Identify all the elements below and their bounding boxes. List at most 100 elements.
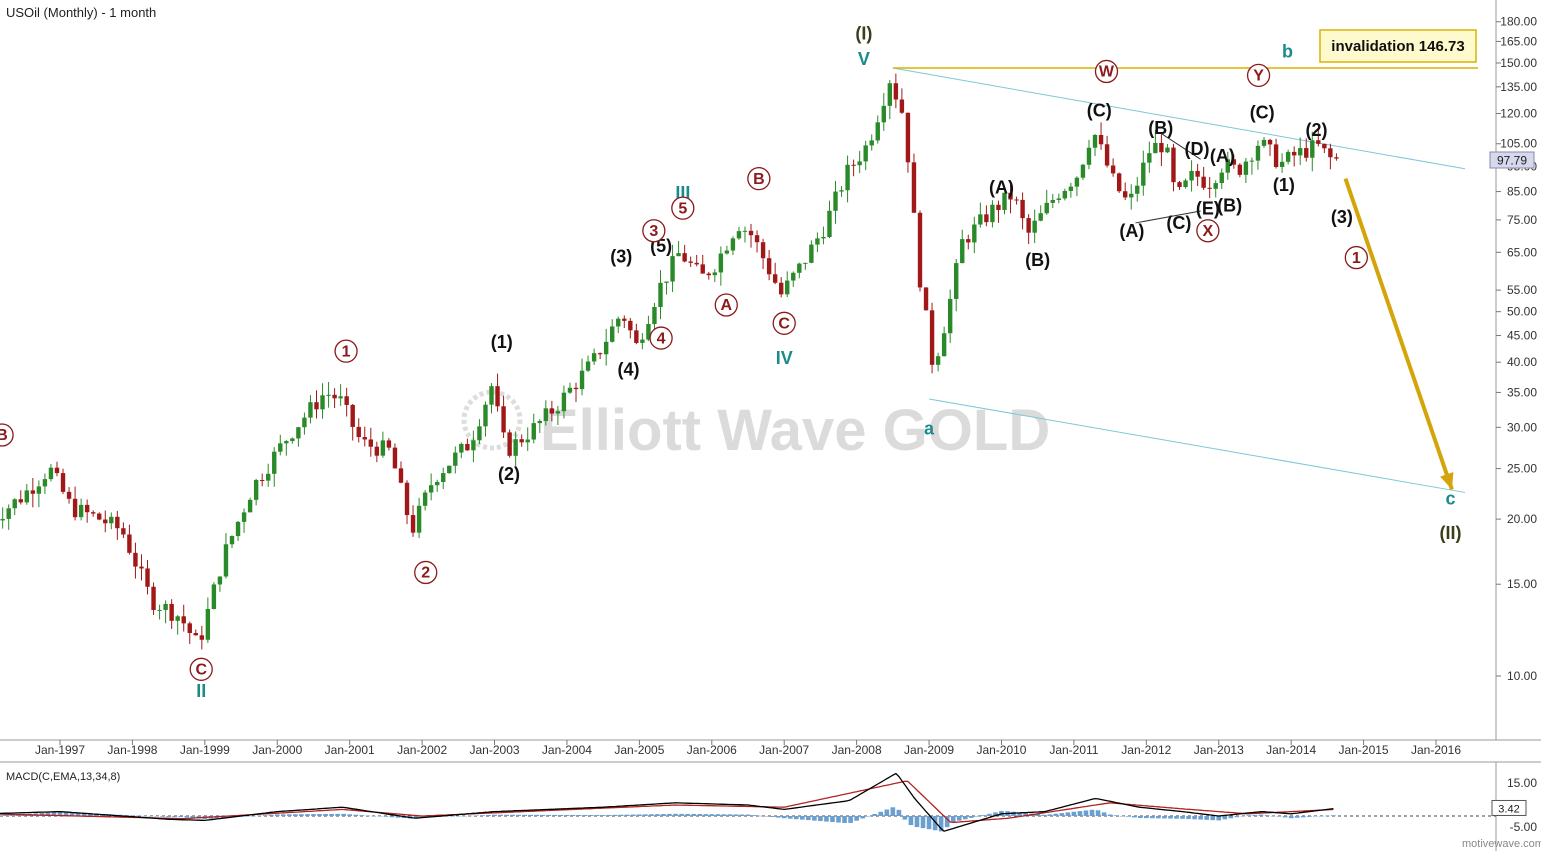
candle-down <box>1322 143 1327 149</box>
macd-histogram-bar <box>1325 815 1330 817</box>
candle-up <box>1310 140 1315 158</box>
macd-histogram-bar <box>522 814 528 816</box>
candle-up <box>1189 170 1194 181</box>
candle-down <box>368 439 374 447</box>
time-tick-label: Jan-2005 <box>614 743 664 757</box>
forecast-arrow-head-icon <box>1440 472 1454 490</box>
macd-histogram-bar <box>1240 816 1246 817</box>
circled-wave-label: C <box>778 316 790 333</box>
price-tick-label: 30.00 <box>1507 420 1537 434</box>
candle-down <box>688 261 693 263</box>
macd-histogram-bar <box>757 815 763 817</box>
candle-up <box>1062 190 1068 199</box>
candle-up <box>531 423 536 440</box>
circled-wave-marker <box>747 166 771 191</box>
macd-histogram-bar <box>793 816 799 820</box>
macd-histogram-bar <box>950 816 956 823</box>
price-pane <box>0 0 1496 740</box>
wave-label: b <box>1282 41 1293 61</box>
macd-histogram-bar <box>443 816 449 817</box>
wave-label: (C) <box>1087 100 1112 120</box>
candle-up <box>1050 199 1055 203</box>
candle-up <box>447 465 452 474</box>
time-tick-label: Jan-1999 <box>180 743 230 757</box>
macd-histogram-bar <box>679 813 684 816</box>
candle-up <box>253 479 259 500</box>
time-tick-label: Jan-2003 <box>470 743 520 757</box>
candle-down <box>1316 140 1321 144</box>
candle-up <box>640 339 645 343</box>
candle-down <box>778 282 784 295</box>
macd-histogram-bar <box>1011 811 1016 816</box>
candle-up <box>1086 147 1092 165</box>
candle-down <box>501 406 506 433</box>
candle-up <box>736 231 742 239</box>
candle-up <box>978 214 983 225</box>
time-tick-label: Jan-2016 <box>1411 743 1461 757</box>
candle-up <box>1147 153 1152 163</box>
candle-down <box>754 235 760 243</box>
circled-wave-marker <box>772 311 796 335</box>
candle-up <box>537 420 542 424</box>
macd-histogram-bar <box>588 815 594 816</box>
macd-histogram-bar <box>1234 816 1240 818</box>
candle-down <box>905 112 911 163</box>
candle-up <box>972 224 977 243</box>
macd-histogram-bar <box>618 814 624 816</box>
circled-wave-marker <box>189 657 213 681</box>
macd-histogram-bar <box>667 813 672 816</box>
candle-up <box>742 230 748 232</box>
macd-histogram-bar <box>190 816 196 818</box>
wave-label: c <box>1445 488 1455 508</box>
candle-down <box>1171 147 1176 183</box>
candle-down <box>115 516 120 529</box>
macd-histogram-bar <box>287 814 292 816</box>
candle-down <box>1008 192 1013 200</box>
candle-down <box>404 482 410 516</box>
macd-histogram-bar <box>244 816 250 817</box>
macd-histogram-bar <box>75 812 81 816</box>
candle-down <box>694 262 699 265</box>
candle-down <box>54 467 60 474</box>
macd-signal-line <box>0 780 1334 824</box>
candle-up <box>1080 164 1086 178</box>
candle-up <box>845 164 850 191</box>
candle-up <box>205 608 211 640</box>
candle-down <box>1104 144 1110 166</box>
candle-up <box>453 452 458 466</box>
macd-histogram-bar <box>830 816 835 823</box>
macd-histogram-bar <box>359 815 365 816</box>
candle-up <box>1219 172 1224 184</box>
macd-histogram-bar <box>377 816 383 817</box>
price-tick-label: 85.00 <box>1507 185 1537 199</box>
candle-down <box>139 566 144 569</box>
candle-down <box>929 310 935 365</box>
candle-up <box>1141 162 1146 186</box>
time-tick-label: Jan-2012 <box>1121 743 1171 757</box>
macd-histogram-bar <box>1300 816 1306 818</box>
candle-up <box>1074 177 1080 187</box>
candle-up <box>1002 192 1007 211</box>
macd-histogram-bar <box>365 815 371 817</box>
time-tick-label: Jan-2013 <box>1194 743 1244 757</box>
candle-down <box>682 253 687 262</box>
macd-histogram-bar <box>703 814 709 816</box>
macd-histogram-bar <box>932 816 938 831</box>
candle-down <box>18 499 23 503</box>
candle-up <box>525 439 530 443</box>
current-price-tag: 97.79 <box>1489 151 1535 169</box>
macd-histogram-bar <box>944 816 950 828</box>
circled-wave-label: B <box>753 171 765 188</box>
time-tick-label: Jan-2015 <box>1339 743 1389 757</box>
candle-up <box>477 426 482 441</box>
candle-up <box>954 263 959 299</box>
candle-down <box>1098 135 1104 145</box>
candle-down <box>519 439 524 443</box>
invalidation-callout: invalidation 146.73 <box>1319 29 1477 63</box>
macd-histogram-bar <box>993 812 998 816</box>
candle-up <box>935 356 941 365</box>
wave-label: (2) <box>498 464 520 484</box>
candle-down <box>851 164 856 166</box>
price-tick-label: 25.00 <box>1507 462 1537 476</box>
